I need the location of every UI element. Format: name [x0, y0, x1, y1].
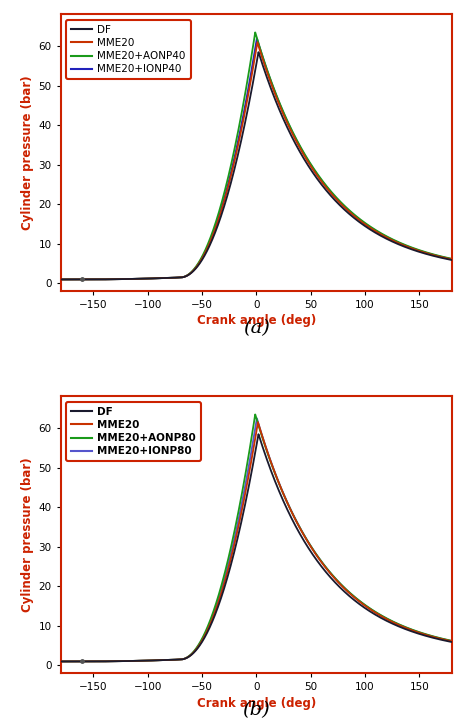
X-axis label: Crank angle (deg): Crank angle (deg) — [197, 696, 316, 710]
Y-axis label: Cylinder pressure (bar): Cylinder pressure (bar) — [21, 458, 34, 613]
Y-axis label: Cylinder pressure (bar): Cylinder pressure (bar) — [21, 75, 34, 230]
Text: (a): (a) — [243, 319, 270, 337]
X-axis label: Crank angle (deg): Crank angle (deg) — [197, 314, 316, 327]
Legend: DF, MME20, MME20+AONP40, MME20+IONP40: DF, MME20, MME20+AONP40, MME20+IONP40 — [66, 20, 191, 80]
Legend: DF, MME20, MME20+AONP80, MME20+IONP80: DF, MME20, MME20+AONP80, MME20+IONP80 — [66, 402, 201, 461]
Text: (b): (b) — [242, 701, 270, 719]
